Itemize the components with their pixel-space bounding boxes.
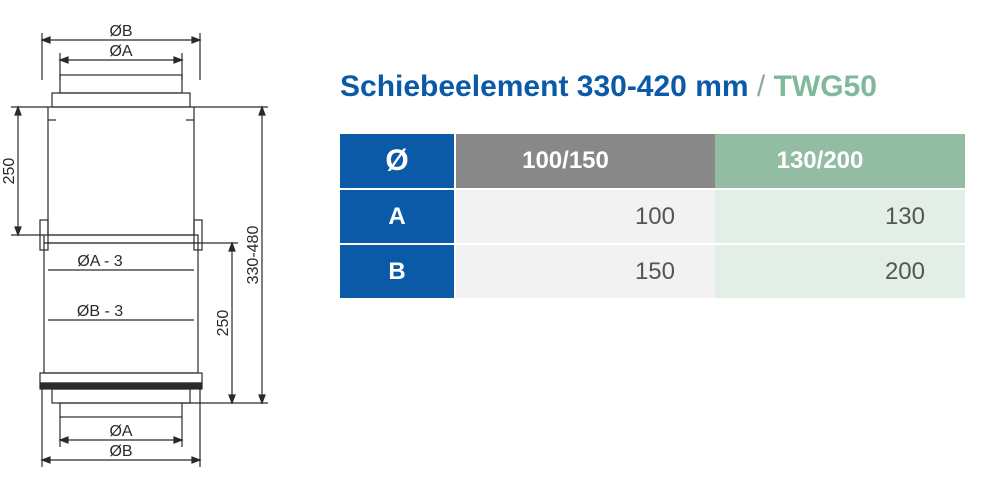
row-b-col1: 150 <box>455 244 715 299</box>
svg-text:ØB: ØB <box>109 23 132 40</box>
title-main: Schiebeelement 330-420 mm <box>340 70 749 103</box>
svg-text:ØB: ØB <box>109 443 132 460</box>
header-col1: 100/150 <box>455 134 715 189</box>
header-symbol: Ø <box>340 134 455 189</box>
row-a-col2: 130 <box>715 189 965 244</box>
title-code: TWG50 <box>774 70 877 103</box>
table-header-row: Ø 100/150 130/200 <box>340 134 965 189</box>
svg-text:250: 250 <box>1 158 18 185</box>
technical-drawing: ØB ØA ØA - 3 ØB - 3 <box>0 20 300 480</box>
title-separator: / <box>749 70 774 103</box>
svg-text:ØA: ØA <box>109 43 132 60</box>
row-b-col2: 200 <box>715 244 965 299</box>
svg-text:ØB - 3: ØB - 3 <box>77 303 123 320</box>
drawing-svg: ØB ØA ØA - 3 ØB - 3 <box>0 20 300 480</box>
svg-text:ØA - 3: ØA - 3 <box>77 253 122 270</box>
table-row: B 150 200 <box>340 244 965 299</box>
table-row: A 100 130 <box>340 189 965 244</box>
svg-text:330-480: 330-480 <box>245 226 262 285</box>
content-area: Schiebeelement 330-420 mm / TWG50 Ø 100/… <box>340 70 980 300</box>
row-a-col1: 100 <box>455 189 715 244</box>
svg-text:250: 250 <box>215 310 232 337</box>
product-title: Schiebeelement 330-420 mm / TWG50 <box>340 70 980 104</box>
spec-table: Ø 100/150 130/200 A 100 130 B 150 200 <box>340 134 965 300</box>
row-label-b: B <box>340 244 455 299</box>
row-label-a: A <box>340 189 455 244</box>
header-col2: 130/200 <box>715 134 965 189</box>
svg-text:ØA: ØA <box>109 423 132 440</box>
